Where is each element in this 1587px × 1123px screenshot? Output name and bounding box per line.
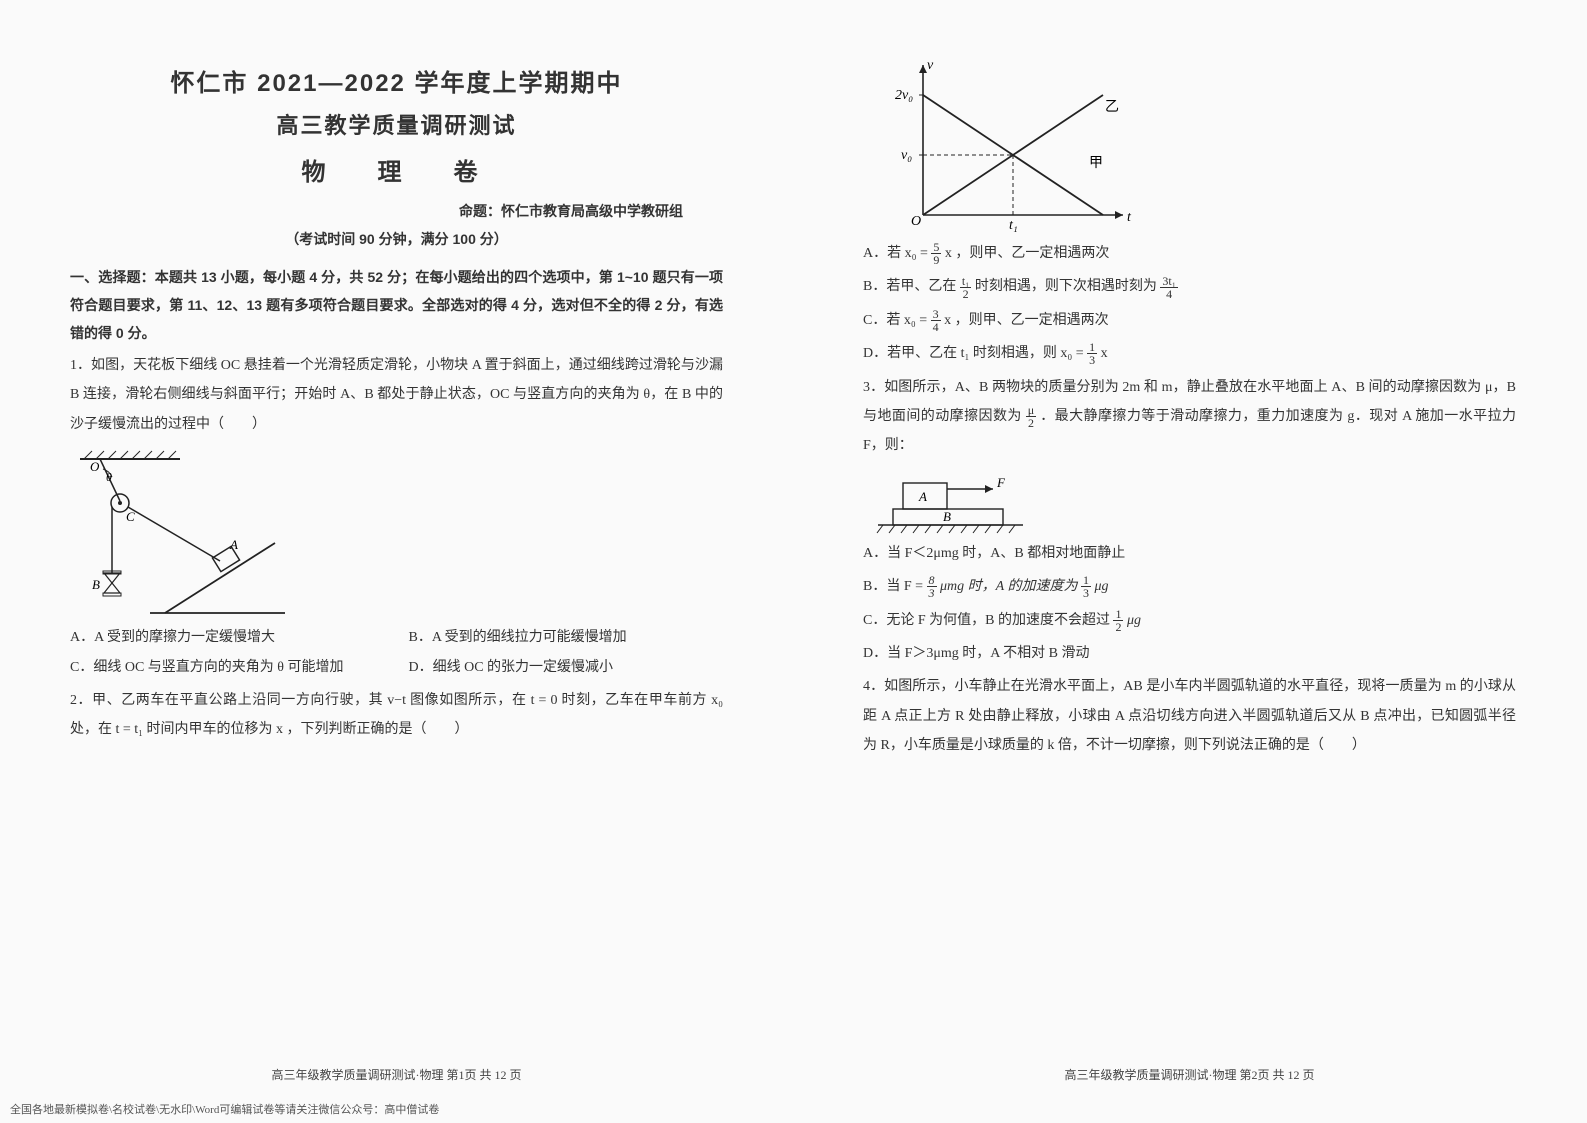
- q2-optB: B．若甲、乙在 t₁2 时刻相遇，则下次相遇时刻为 3t₁4: [863, 272, 1516, 301]
- q3-optC-post: μg: [1127, 613, 1141, 628]
- q1-optA: A．A 受到的摩擦力一定缓慢增大: [70, 623, 385, 652]
- q2-ylabel: v: [927, 58, 934, 73]
- q1-label-O: O: [90, 459, 100, 474]
- svg-text:O: O: [911, 214, 921, 229]
- q2-optB-pre: B．若甲、乙在: [863, 279, 956, 294]
- q1-stem: 1．如图，天花板下细线 OC 悬挂着一个光滑轻质定滑轮，小物块 A 置于斜面上，…: [70, 351, 723, 439]
- q2-optA: A．若 x₀ = 59 x ，则甲、乙一定相遇两次: [863, 239, 1516, 268]
- q3-label-A: A: [918, 489, 927, 504]
- q2-optD-pre: D．若甲、乙在 t₁ 时刻相遇，则 x₀ =: [863, 346, 1087, 361]
- title-line2: 高三教学质量调研测试: [70, 108, 723, 140]
- q2-optA-post: x ，则甲、乙一定相遇两次: [945, 246, 1110, 261]
- page-left: 怀仁市 2021—2022 学年度上学期期中 高三教学质量调研测试 物 理 卷 …: [0, 0, 793, 1123]
- q3-optC-pre: C．无论 F 为何值，B 的加速度不会超过: [863, 613, 1110, 628]
- frac-den: 2: [960, 288, 972, 300]
- q2-x-t1: t₁: [1009, 218, 1018, 233]
- q2-y-2v0: 2v₀: [895, 88, 913, 103]
- q1-label-A: A: [229, 537, 238, 552]
- q2-optD-post: x: [1101, 346, 1108, 361]
- subtitle: 命题：怀仁市教育局高级中学教研组: [70, 201, 723, 221]
- q3-label-F: F: [996, 475, 1006, 490]
- q2-y-v0: v₀: [901, 148, 912, 163]
- q1-optD: D．细线 OC 的张力一定缓慢减小: [409, 653, 724, 682]
- page-right: O t v v₀ 2v₀ t₁ 乙 甲 A．若 x₀ = 59 x ，则甲、乙一…: [793, 0, 1586, 1123]
- q1-optC: C．细线 OC 与竖直方向的夹角为 θ 可能增加: [70, 653, 385, 682]
- title-line3: 物 理 卷: [70, 152, 723, 187]
- section1-heading: 一、选择题：本题共 13 小题，每小题 4 分，共 52 分；在每小题给出的四个…: [70, 263, 723, 347]
- q2-vt-chart: O t v v₀ 2v₀ t₁ 乙 甲: [883, 55, 1143, 235]
- q2-optC: C．若 x₀ = 34 x ，则甲、乙一定相遇两次: [863, 306, 1516, 335]
- frac-den: 9: [931, 254, 941, 266]
- frac-num: t₁: [960, 275, 972, 288]
- q2-label-jia: 甲: [1089, 156, 1103, 171]
- page-container: 非会员试用 公众号：《高中僧试卷》 非会员试用 答案圈 MXQE.COM 怀仁市…: [0, 0, 1587, 1123]
- q2-optC-pre: C．若 x₀ =: [863, 313, 931, 328]
- q3-optB-post: μg: [1094, 579, 1108, 594]
- q1-block: 1．如图，天花板下细线 OC 悬挂着一个光滑轻质定滑轮，小物块 A 置于斜面上，…: [70, 351, 723, 745]
- q3-optB: B．当 F = 83 μmg 时，A 的加速度为 13 μg: [863, 572, 1516, 601]
- q2-optC-post: x ，则甲、乙一定相遇两次: [944, 313, 1109, 328]
- q2-optD: D．若甲、乙在 t₁ 时刻相遇，则 x₀ = 13 x: [863, 339, 1516, 368]
- bottom-note: 全国各地最新模拟卷\名校试卷\无水印\Word可编辑试卷等请关注微信公众号：高中…: [10, 1101, 439, 1117]
- q3-optD: D．当 F＞3μmg 时，A 不相对 B 滑动: [863, 639, 1516, 668]
- q2-label-yi: 乙: [1105, 99, 1119, 115]
- q2-xlabel: t: [1127, 210, 1132, 225]
- frac-den: 3: [1087, 354, 1097, 366]
- q3-optC: C．无论 F 为何值，B 的加速度不会超过 12 μg: [863, 606, 1516, 635]
- frac-den: 4: [1160, 288, 1178, 300]
- q3-figure: A B F: [873, 465, 1053, 535]
- frac-num: 1: [1113, 608, 1123, 621]
- title-line1: 怀仁市 2021—2022 学年度上学期期中: [70, 63, 723, 98]
- q3-optA: A．当 F＜2μmg 时，A、B 都相对地面静止: [863, 539, 1516, 568]
- q1-figure: O θ C B A: [70, 443, 290, 623]
- frac-den: 4: [931, 321, 941, 333]
- q3-optB-mid: μmg 时，A 的加速度为: [940, 579, 1077, 594]
- frac-num: 3t₁: [1160, 275, 1178, 288]
- footer-right: 高三年级教学质量调研测试·物理 第2页 共 12 页: [793, 1066, 1586, 1083]
- q2-optA-pre: A．若 x₀ =: [863, 246, 931, 261]
- q3-stem: 3．如图所示，A、B 两物块的质量分别为 2m 和 m，静止叠放在水平地面上 A…: [863, 373, 1516, 461]
- q2-optB-mid: 时刻相遇，则下次相遇时刻为: [975, 279, 1157, 294]
- frac-den: 2: [1026, 417, 1036, 429]
- q1-optB: B．A 受到的细线拉力可能缓慢增加: [409, 623, 724, 652]
- frac-den: 2: [1113, 621, 1123, 633]
- frac-den: 3: [1081, 587, 1091, 599]
- footer-left: 高三年级教学质量调研测试·物理 第1页 共 12 页: [0, 1066, 793, 1083]
- q1-label-C: C: [126, 509, 135, 524]
- q3-label-B: B: [943, 509, 951, 524]
- q3-optB-pre: B．当 F =: [863, 579, 927, 594]
- frac-den: 3: [927, 587, 937, 599]
- q1-label-theta: θ: [106, 470, 112, 484]
- q4-stem: 4．如图所示，小车静止在光滑水平面上，AB 是小车内半圆弧轨道的水平直径，现将一…: [863, 672, 1516, 760]
- q2-options: A．若 x₀ = 59 x ，则甲、乙一定相遇两次 B．若甲、乙在 t₁2 时刻…: [863, 239, 1516, 760]
- q1-label-B: B: [92, 577, 100, 592]
- exam-info: （考试时间 90 分钟，满分 100 分）: [70, 229, 723, 249]
- q2-stem: 2．甲、乙两车在平直公路上沿同一方向行驶，其 v−t 图像如图所示，在 t = …: [70, 686, 723, 745]
